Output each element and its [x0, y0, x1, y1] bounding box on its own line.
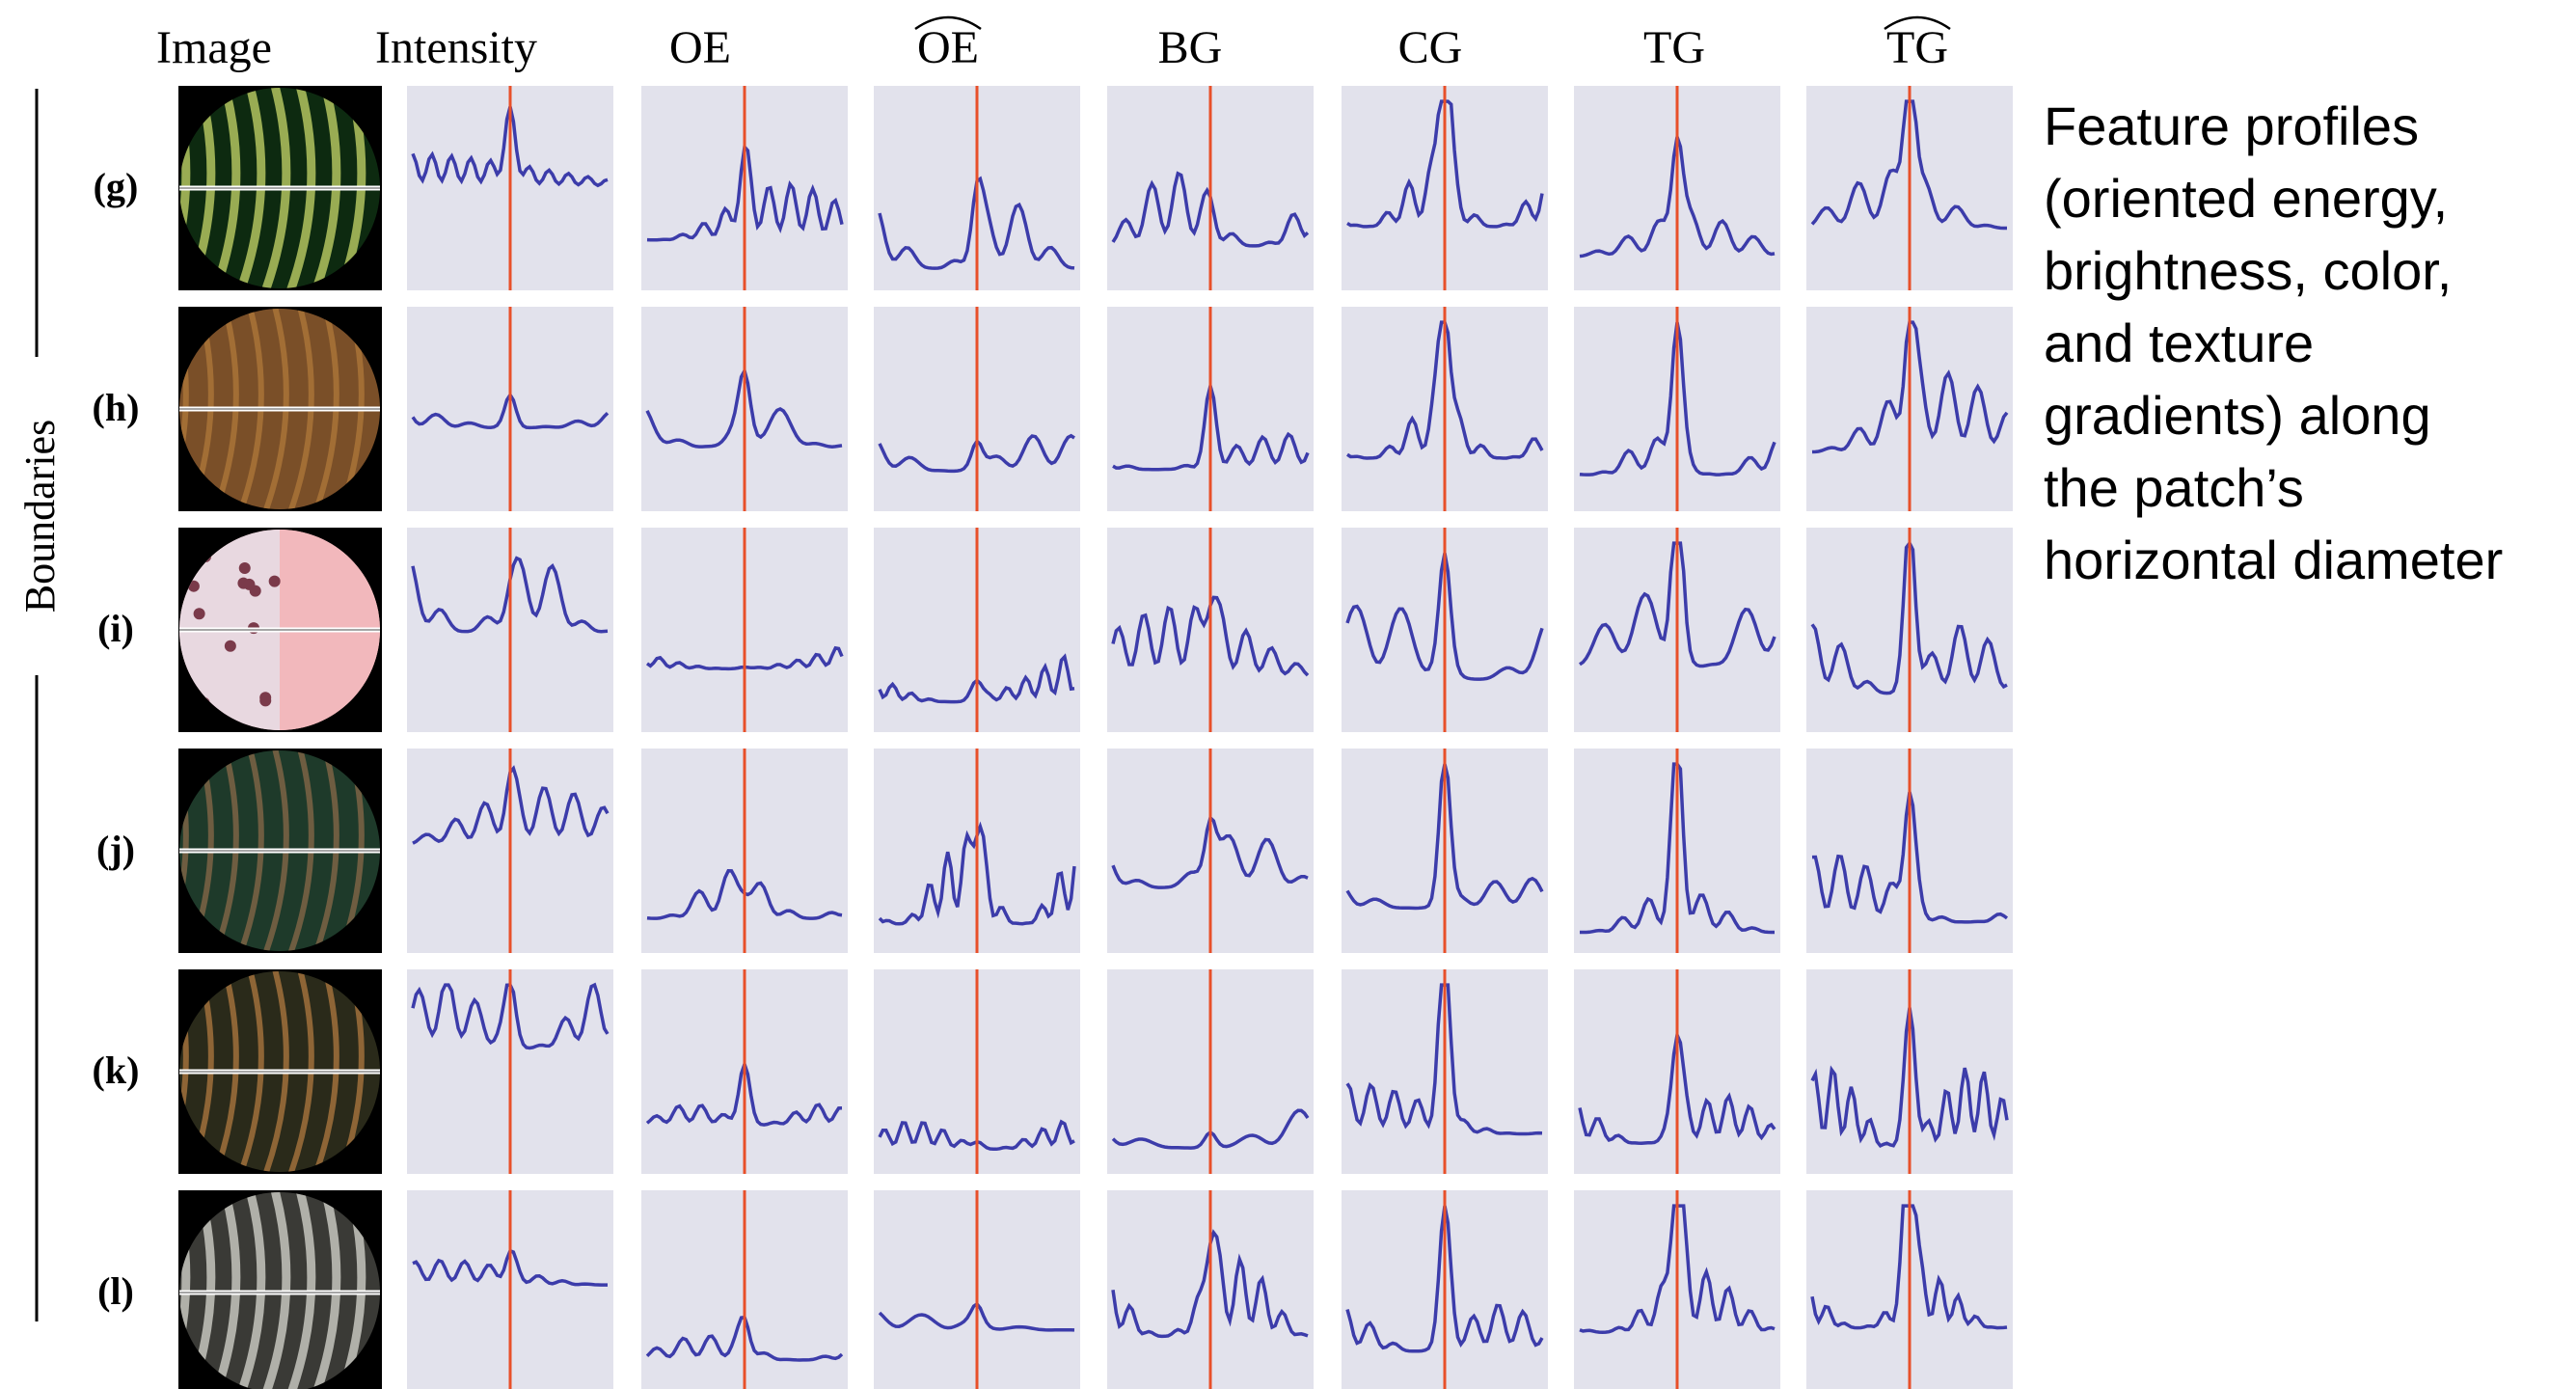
- caption-line: and texture: [2044, 313, 2314, 373]
- caption-line: Feature profiles: [2044, 95, 2419, 156]
- caption-line: brightness, color,: [2044, 240, 2452, 301]
- row-label: (j): [96, 828, 135, 871]
- column-header: OE: [669, 22, 731, 73]
- column-header: Intensity: [375, 22, 537, 73]
- column-header: TG: [1643, 22, 1705, 73]
- patch-spot: [224, 640, 236, 652]
- patch-spot: [193, 608, 205, 620]
- hat-accent: [1884, 15, 1951, 31]
- row-label: (h): [93, 386, 140, 429]
- patch-spot: [268, 575, 281, 587]
- column-header: Image: [156, 22, 272, 73]
- patch-spot: [243, 578, 256, 590]
- column-header: OE: [917, 22, 979, 73]
- row-label: (g): [94, 165, 139, 208]
- row-label: (l): [97, 1269, 134, 1313]
- column-header: CG: [1398, 22, 1463, 73]
- caption-line: gradients) along: [2044, 385, 2431, 446]
- image-patch: [179, 530, 380, 730]
- patch-spot: [259, 694, 272, 707]
- row-label: (k): [93, 1049, 140, 1092]
- side-label: Boundaries: [16, 420, 64, 613]
- patch-spot: [238, 561, 251, 574]
- caption-line: (oriented energy,: [2044, 168, 2448, 229]
- hat-accent: [914, 15, 982, 31]
- caption-line: the patch’s: [2044, 457, 2304, 518]
- image-patch: [179, 309, 380, 509]
- caption-line: horizontal diameter: [2044, 530, 2503, 590]
- row-label: (i): [97, 607, 134, 650]
- image-patch: [179, 750, 380, 951]
- column-header: TG: [1886, 22, 1948, 73]
- column-header: BG: [1158, 22, 1223, 73]
